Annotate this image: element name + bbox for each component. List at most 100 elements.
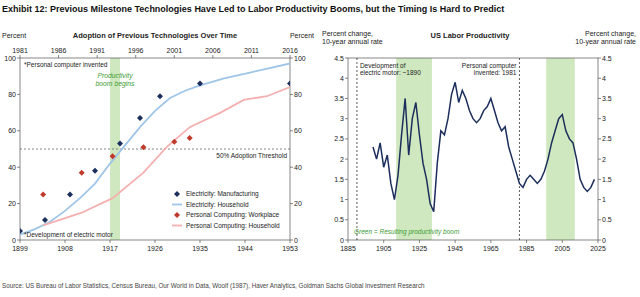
y-tick xyxy=(345,199,348,200)
y-tick xyxy=(17,203,20,204)
y2-tick-label: 0 xyxy=(602,237,606,244)
chart-root: Exhibit 12: Previous Milestone Technolog… xyxy=(0,0,640,297)
y2-tick xyxy=(598,219,601,220)
y2-axis-title: Percent xyxy=(290,32,314,39)
y2-tick-label: 1.5 xyxy=(602,176,612,183)
y2-tick-label: 40 xyxy=(294,164,302,171)
legend-label: Electricity: Household xyxy=(186,201,249,209)
y2-tick-label: 80 xyxy=(294,91,302,98)
y2-tick xyxy=(290,167,293,168)
series-marker xyxy=(110,153,116,159)
y-tick xyxy=(17,58,20,59)
x-tick xyxy=(348,240,349,243)
x-tick-label: 1899 xyxy=(12,245,28,252)
y2-tick xyxy=(290,130,293,131)
y2-tick xyxy=(598,138,601,139)
series-group xyxy=(20,63,290,234)
event-label: Development ofelectric motor: ~1890 xyxy=(360,62,421,76)
x-tick-label: 1985 xyxy=(519,245,535,252)
series-marker xyxy=(92,168,98,174)
annotation: *Development of electric motor xyxy=(24,231,114,239)
series-marker xyxy=(157,93,163,99)
threshold-line xyxy=(20,149,290,150)
y-tick-label: 4 xyxy=(340,75,344,82)
series-marker xyxy=(40,192,46,198)
event-line xyxy=(519,58,520,240)
label-line: invented: 1981 xyxy=(474,69,517,76)
y-tick xyxy=(345,78,348,79)
y-tick-label: 0 xyxy=(340,237,344,244)
x-tick-label: 2025 xyxy=(590,245,606,252)
series-marker xyxy=(197,80,203,86)
y-axis-title: Percent change,10-year annual rate xyxy=(322,30,383,46)
y2-tick-label: 20 xyxy=(294,200,302,207)
legend-swatch xyxy=(174,191,180,197)
plot-frame xyxy=(348,58,598,240)
x-tick-label: 1945 xyxy=(447,245,463,252)
y2-tick xyxy=(290,58,293,59)
y-tick-label: 3.5 xyxy=(334,95,344,102)
y-tick-label: 0.5 xyxy=(334,216,344,223)
y2-tick xyxy=(290,94,293,95)
series-marker xyxy=(79,170,85,176)
label-line: Productivity xyxy=(97,72,133,80)
y2-tick-label: 1 xyxy=(602,196,606,203)
x2-tick xyxy=(135,55,136,58)
series-group xyxy=(373,82,594,211)
x-tick-label: 1908 xyxy=(57,245,73,252)
x2-tick xyxy=(251,55,252,58)
chart-productivity: US Labor ProductivityPercent change,10-y… xyxy=(322,30,636,252)
x2-tick xyxy=(174,55,175,58)
series-marker xyxy=(140,144,146,150)
y2-tick xyxy=(598,118,601,119)
exhibit-title: Exhibit 12: Previous Milestone Technolog… xyxy=(2,4,504,14)
series-line xyxy=(43,87,290,225)
y-tick-label: 0 xyxy=(12,237,16,244)
source-note: Source: US Bureau of Labor Statistics, C… xyxy=(2,282,425,290)
x2-tick-label: 1991 xyxy=(89,47,105,54)
y2-tick-label: 2 xyxy=(602,156,606,163)
x2-tick-label: 2006 xyxy=(205,47,221,54)
y-tick xyxy=(345,159,348,160)
label-line: 10-year annual rate xyxy=(575,38,636,46)
y-tick-label: 1 xyxy=(340,196,344,203)
label-line: electric motor: ~1890 xyxy=(360,69,421,76)
x-tick-label: 1925 xyxy=(412,245,428,252)
y-tick xyxy=(17,94,20,95)
x2-tick-label: 1996 xyxy=(128,47,144,54)
x2-tick xyxy=(58,55,59,58)
y2-tick-label: 4 xyxy=(602,75,606,82)
series-marker xyxy=(42,217,48,223)
label-line: Percent change, xyxy=(585,30,636,38)
y-axis-title: Percent xyxy=(2,32,26,39)
y2-tick xyxy=(290,240,293,241)
band-label: Productivityboom begins xyxy=(96,72,136,88)
x-tick xyxy=(455,240,456,243)
series-line xyxy=(20,63,290,234)
x-tick-label: 1944 xyxy=(237,245,253,252)
series-marker xyxy=(187,135,193,141)
y-tick-label: 20 xyxy=(8,200,16,207)
x2-tick-label: 2016 xyxy=(282,47,298,54)
boom-band xyxy=(396,58,432,240)
legend-label: Electricity: Manufacturing xyxy=(186,190,259,198)
band-label: Green = Resulting productivity boom xyxy=(354,228,460,236)
y-tick xyxy=(17,130,20,131)
y2-tick xyxy=(598,98,601,99)
legend-swatch xyxy=(172,204,182,206)
series-marker xyxy=(20,228,23,234)
x-tick xyxy=(20,240,21,243)
y2-tick-label: 60 xyxy=(294,127,302,134)
x2-tick-label: 1981 xyxy=(12,47,28,54)
y-tick-label: 4.5 xyxy=(334,55,344,62)
x-tick xyxy=(383,240,384,243)
x2-tick-label: 1986 xyxy=(51,47,67,54)
x-tick-label: 1926 xyxy=(147,245,163,252)
x-tick xyxy=(490,240,491,243)
y2-tick xyxy=(290,203,293,204)
band-group xyxy=(396,58,575,240)
x-tick xyxy=(110,240,111,243)
y-tick-label: 100 xyxy=(4,55,16,62)
y-tick xyxy=(17,167,20,168)
y2-tick-label: 3.5 xyxy=(602,95,612,102)
